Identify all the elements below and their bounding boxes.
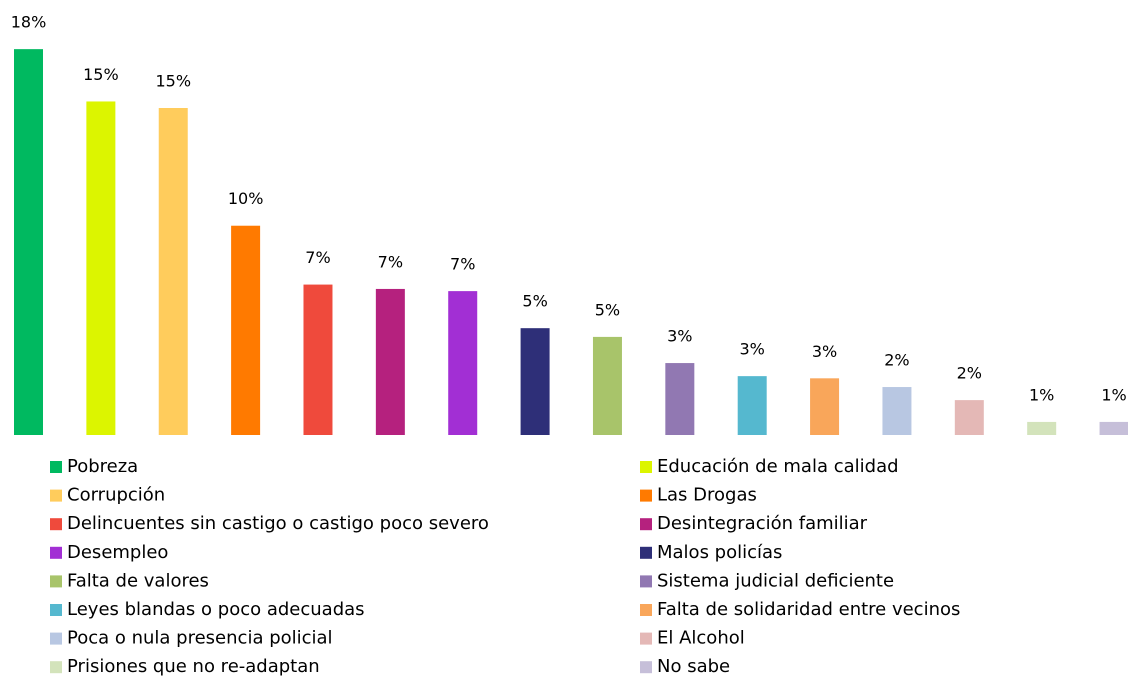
- legend-swatch: [50, 661, 62, 674]
- legend-label: Malos policías: [657, 542, 782, 563]
- legend-label: Falta de solidaridad entre vecinos: [657, 599, 960, 620]
- legend-swatch: [640, 575, 652, 588]
- legend-swatch: [640, 546, 652, 559]
- data-label: 1%: [1101, 385, 1126, 404]
- data-label: 1%: [1029, 385, 1054, 404]
- legend-label: Desintegración familiar: [657, 513, 868, 534]
- legend-label: Poca o nula presencia policial: [67, 628, 333, 649]
- data-label: 10%: [228, 189, 264, 208]
- data-label: 3%: [667, 327, 692, 346]
- bar: [520, 328, 550, 435]
- data-label: 18%: [11, 13, 47, 32]
- bar: [954, 400, 984, 435]
- bar: [14, 49, 43, 435]
- legend-label: Falta de valores: [67, 570, 209, 591]
- data-label: 15%: [83, 65, 119, 84]
- bar: [737, 376, 767, 435]
- legend-label: Las Drogas: [657, 485, 757, 506]
- legend-swatch: [50, 575, 62, 588]
- legend-label: Delincuentes sin castigo o castigo poco …: [67, 513, 489, 534]
- data-label: 7%: [378, 252, 403, 271]
- bar: [1027, 421, 1057, 435]
- legend-label: Corrupción: [67, 485, 165, 506]
- legend-swatch: [50, 461, 62, 473]
- data-label: 7%: [450, 255, 475, 274]
- bar: [448, 291, 478, 435]
- bar: [375, 288, 405, 435]
- legend-swatch: [50, 546, 62, 559]
- legend-swatch: [50, 518, 62, 531]
- legend-swatch: [640, 661, 652, 674]
- legend-swatch: [640, 461, 652, 473]
- legend-swatch: [640, 489, 652, 502]
- bar: [592, 336, 622, 435]
- legend-label: No sabe: [657, 656, 730, 677]
- data-label: 2%: [957, 364, 982, 383]
- data-label: 2%: [884, 351, 909, 370]
- legend-swatch: [640, 604, 652, 616]
- legend-label: El Alcohol: [657, 628, 745, 649]
- bar: [665, 363, 695, 435]
- data-label: 15%: [155, 72, 191, 91]
- legend-label: Desempleo: [67, 542, 168, 563]
- legend-swatch: [640, 632, 652, 645]
- legend-label: Educación de mala calidad: [657, 456, 899, 477]
- bar: [86, 101, 116, 436]
- bar: [882, 387, 912, 435]
- bar: [303, 284, 333, 435]
- legend-label: Pobreza: [67, 456, 138, 477]
- legend-label: Prisiones que no re-adaptan: [67, 656, 320, 677]
- bar: [810, 378, 840, 435]
- legend-label: Leyes blandas o poco adecuadas: [67, 599, 365, 620]
- legend-swatch: [50, 604, 62, 616]
- legend-swatch: [50, 632, 62, 645]
- data-label: 3%: [812, 342, 837, 361]
- bar: [1099, 421, 1128, 435]
- data-label: 5%: [522, 292, 547, 311]
- data-label: 3%: [740, 340, 765, 359]
- legend-swatch: [640, 518, 652, 531]
- legend-swatch: [50, 489, 62, 502]
- bar: [231, 225, 261, 435]
- legend-label: Sistema judicial deficiente: [657, 570, 894, 591]
- data-label: 7%: [305, 248, 330, 267]
- data-label: 5%: [595, 300, 620, 319]
- bar: [158, 108, 188, 435]
